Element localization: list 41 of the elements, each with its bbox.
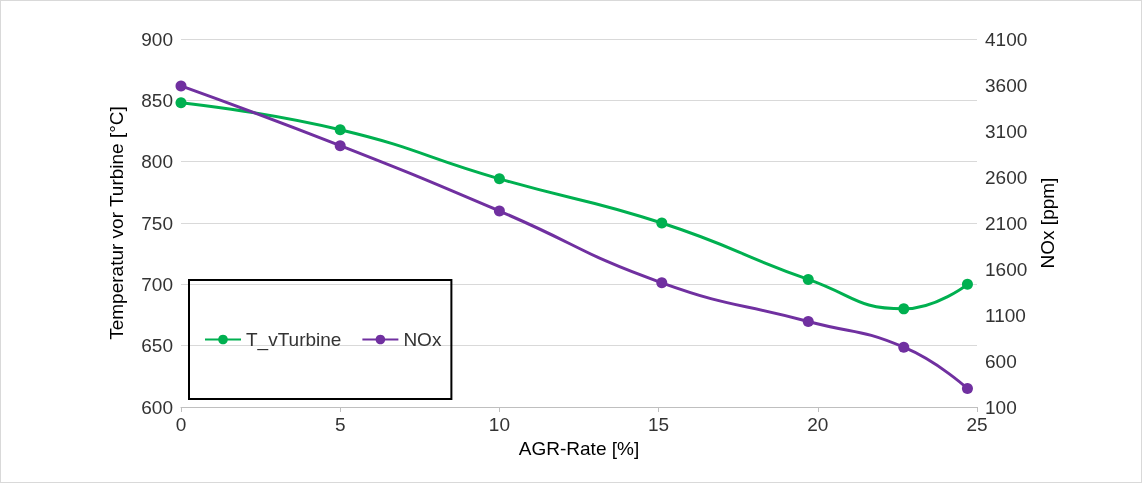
y-tick-label: 650 bbox=[141, 335, 173, 357]
y-tick-label: 600 bbox=[141, 396, 173, 418]
point bbox=[802, 315, 814, 327]
y2-tick-label: 600 bbox=[985, 350, 1017, 372]
x-tick-label: 10 bbox=[488, 414, 510, 435]
x-axis-title: AGR-Rate [%] bbox=[518, 437, 640, 459]
y-tick-label: 800 bbox=[141, 151, 173, 173]
x-tick-label: 25 bbox=[966, 414, 988, 435]
x-tick-label: 5 bbox=[334, 414, 346, 435]
y2-tick-label: 4100 bbox=[985, 28, 1028, 50]
y2-tick-label: 3600 bbox=[985, 74, 1028, 96]
x-tick-label: 20 bbox=[807, 414, 829, 435]
x-tick-label: 0 bbox=[175, 414, 187, 435]
y2-tick-label: 1100 bbox=[985, 304, 1026, 326]
legend-label: T_vTurbine bbox=[246, 329, 342, 351]
point bbox=[334, 140, 346, 152]
point bbox=[961, 383, 973, 395]
y2-tick-label: 3100 bbox=[985, 120, 1028, 142]
point bbox=[961, 278, 973, 290]
point bbox=[334, 124, 346, 136]
y-axis-title: Temperatur vor Turbine [°C] bbox=[106, 106, 127, 340]
point bbox=[493, 173, 505, 185]
point bbox=[175, 97, 187, 109]
y-tick-label: 700 bbox=[141, 273, 173, 295]
legend-label: NOx bbox=[403, 329, 442, 350]
y2-axis-title: NOx [ppm] bbox=[1037, 177, 1059, 269]
point bbox=[802, 273, 814, 285]
y2-tick-label: 2600 bbox=[985, 166, 1028, 188]
point bbox=[898, 303, 910, 315]
y-tick-label: 900 bbox=[141, 28, 173, 50]
x-tick-label: 15 bbox=[648, 414, 670, 435]
y-tick-label: 750 bbox=[141, 212, 173, 234]
point bbox=[656, 277, 668, 289]
y2-tick-label: 1600 bbox=[985, 258, 1028, 280]
y2-tick-label: 2100 bbox=[985, 212, 1028, 234]
point bbox=[175, 80, 187, 92]
point bbox=[493, 205, 505, 217]
y2-tick-label: 100 bbox=[985, 396, 1017, 418]
point bbox=[656, 217, 668, 229]
y-tick-label: 850 bbox=[141, 89, 173, 111]
point bbox=[898, 341, 910, 353]
